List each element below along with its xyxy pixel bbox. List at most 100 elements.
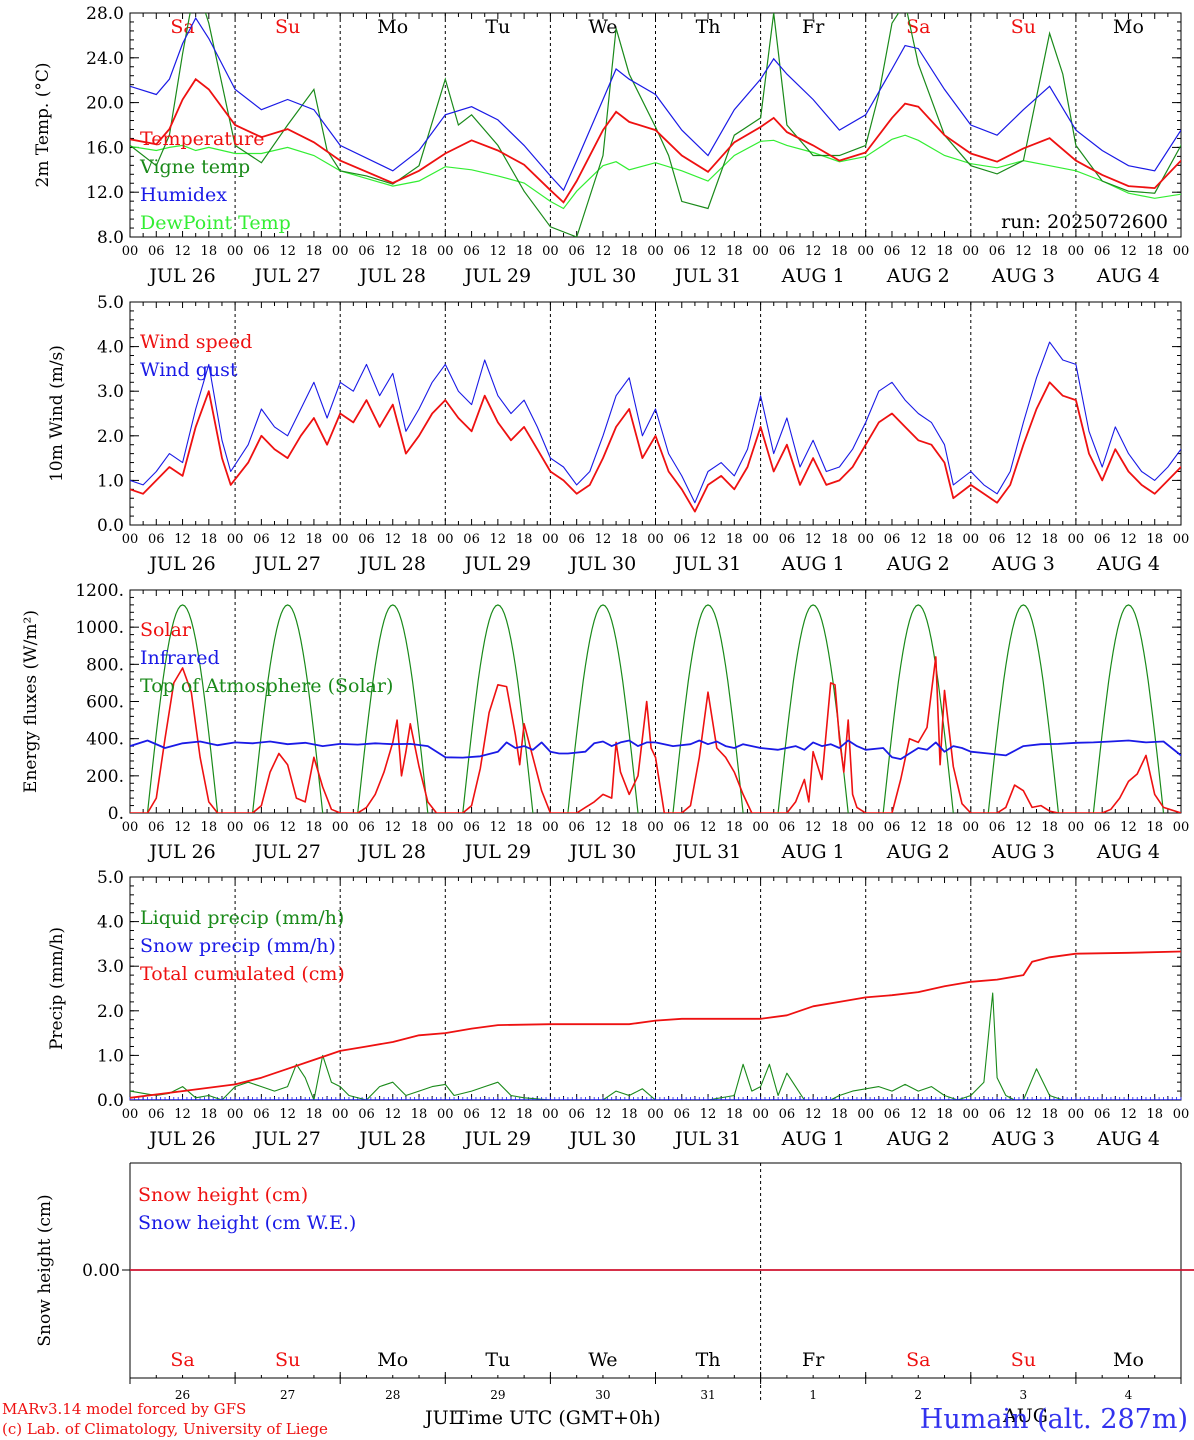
temp-legend-entry: Vigne temp bbox=[139, 156, 250, 178]
energy-hour-label: 06 bbox=[674, 820, 691, 835]
temp-hour-label: 12 bbox=[1015, 244, 1032, 259]
precip-hour-label: 00 bbox=[437, 1107, 454, 1122]
wind-hour-label: 00 bbox=[332, 532, 349, 547]
precip-y-tick-label: 3.0 bbox=[97, 957, 124, 977]
energy-y-tick-label: 800. bbox=[86, 655, 124, 675]
energy-hour-label: 06 bbox=[568, 820, 585, 835]
temp-day-name: Mo bbox=[377, 16, 408, 38]
energy-hour-label: 00 bbox=[752, 820, 769, 835]
energy-series-toa-solar-day bbox=[882, 604, 954, 813]
energy-series-toa-solar-day bbox=[567, 604, 639, 813]
wind-hour-label: 06 bbox=[358, 532, 375, 547]
precip-hour-label: 00 bbox=[963, 1107, 980, 1122]
energy-series-infrared bbox=[130, 739, 1181, 760]
energy-hour-label: 18 bbox=[1146, 820, 1163, 835]
precip-hour-label: 00 bbox=[227, 1107, 244, 1122]
temp-series-temperature bbox=[130, 77, 1181, 204]
temp-series-dewpoint-temp bbox=[130, 134, 1181, 210]
precip-hour-label: 00 bbox=[752, 1107, 769, 1122]
wind-hour-label: 18 bbox=[1041, 532, 1058, 547]
energy-hour-label: 06 bbox=[463, 820, 480, 835]
precip-hour-label: 18 bbox=[411, 1107, 428, 1122]
snow-day-number: 27 bbox=[280, 1388, 295, 1402]
precip-hour-label: 06 bbox=[779, 1107, 796, 1122]
wind-hour-label: 18 bbox=[201, 532, 218, 547]
temp-hour-label: 00 bbox=[542, 244, 559, 259]
footer-lab-credit: (c) Lab. of Climatology, University of L… bbox=[2, 1420, 328, 1438]
energy-hour-label: 06 bbox=[253, 820, 270, 835]
precip-hour-label: 12 bbox=[805, 1107, 822, 1122]
temp-hour-label: 18 bbox=[726, 244, 743, 259]
temp-date-label: JUL 26 bbox=[147, 265, 215, 287]
temp-legend-entry: DewPoint Temp bbox=[140, 212, 291, 234]
precip-hour-label: 12 bbox=[384, 1107, 401, 1122]
energy-hour-label: 12 bbox=[910, 820, 927, 835]
energy-date-label: JUL 27 bbox=[252, 841, 320, 863]
precip-y-tick-label: 5.0 bbox=[97, 868, 124, 888]
temp-hour-label: 00 bbox=[963, 244, 980, 259]
temp-day-name: We bbox=[588, 16, 617, 38]
precip-hour-label: 12 bbox=[1120, 1107, 1137, 1122]
precip-legend-entry: Snow precip (mm/h) bbox=[140, 935, 336, 957]
temp-hour-label: 18 bbox=[621, 244, 638, 259]
energy-hour-label: 12 bbox=[700, 820, 717, 835]
wind-hour-label: 06 bbox=[884, 532, 901, 547]
snow-day-name: Tu bbox=[485, 1349, 510, 1371]
energy-date-label: JUL 26 bbox=[147, 841, 215, 863]
wind-date-label: JUL 26 bbox=[147, 553, 215, 575]
snow-day-name: Mo bbox=[377, 1349, 408, 1371]
energy-hour-label: 06 bbox=[358, 820, 375, 835]
temp-hour-label: 06 bbox=[1094, 244, 1111, 259]
energy-hour-label: 12 bbox=[279, 820, 296, 835]
precip-hour-label: 18 bbox=[936, 1107, 953, 1122]
wind-y-tick-label: 0.0 bbox=[97, 516, 124, 536]
snow-day-name: Fr bbox=[802, 1349, 825, 1371]
wind-panel: 0.0 1.0 2.0 3.0 4.0 5.0 10m Wind (m/s) Wind spe… bbox=[47, 293, 1182, 536]
temp-day-name: Th bbox=[696, 16, 721, 38]
wind-y-tick-label: 1.0 bbox=[97, 471, 124, 491]
temp-hour-label: 12 bbox=[490, 244, 507, 259]
energy-date-label: JUL 31 bbox=[673, 841, 741, 863]
temp-hour-label: 00 bbox=[332, 244, 349, 259]
precip-hour-label: 00 bbox=[647, 1107, 664, 1122]
wind-date-label: AUG 3 bbox=[991, 553, 1055, 575]
energy-hour-label: 12 bbox=[805, 820, 822, 835]
precip-hour-label: 06 bbox=[989, 1107, 1006, 1122]
precip-hour-label: 12 bbox=[595, 1107, 612, 1122]
wind-y-tick-label: 5.0 bbox=[97, 293, 124, 313]
precip-hour-label: 18 bbox=[726, 1107, 743, 1122]
precip-hour-label: 00 bbox=[1173, 1107, 1190, 1122]
precip-date-label: JUL 26 bbox=[147, 1128, 215, 1150]
energy-series-toa-solar-day bbox=[146, 604, 219, 813]
snow-day-number: 2 bbox=[914, 1388, 922, 1402]
energy-hour-label: 00 bbox=[542, 820, 559, 835]
snow-day-number: 29 bbox=[490, 1388, 505, 1402]
wind-x-axis-labels: 00 06 12 18 JUL 26 00 06 12 18 JUL 27 00 06 12 18 JUL … bbox=[122, 532, 1190, 575]
energy-hour-label: 18 bbox=[306, 820, 323, 835]
energy-y-tick-label: 1200. bbox=[75, 581, 124, 601]
snow-legend-entry: Snow height (cm W.E.) bbox=[138, 1212, 356, 1234]
precip-y-axis-label: Precip (mm/h) bbox=[47, 927, 67, 1050]
energy-hour-label: 12 bbox=[490, 820, 507, 835]
precip-date-label: AUG 4 bbox=[1096, 1128, 1160, 1150]
temp-hour-label: 06 bbox=[253, 244, 270, 259]
wind-hour-label: 00 bbox=[542, 532, 559, 547]
wind-hour-label: 18 bbox=[411, 532, 428, 547]
energy-date-label: JUL 28 bbox=[358, 841, 426, 863]
wind-frame bbox=[129, 301, 1182, 526]
wind-hour-label: 12 bbox=[805, 532, 822, 547]
temp-y-tick-label: 24.0 bbox=[86, 49, 124, 69]
wind-hour-label: 12 bbox=[595, 532, 612, 547]
energy-hour-label: 12 bbox=[595, 820, 612, 835]
precip-hour-label: 12 bbox=[910, 1107, 927, 1122]
precip-y-tick-label: 1.0 bbox=[97, 1046, 124, 1066]
wind-hour-label: 00 bbox=[857, 532, 874, 547]
temp-date-label: AUG 4 bbox=[1096, 265, 1160, 287]
wind-hour-label: 06 bbox=[674, 532, 691, 547]
snow-day-name: Sa bbox=[170, 1349, 194, 1371]
footer-month-jul: JUL bbox=[423, 1407, 462, 1429]
energy-hour-label: 06 bbox=[989, 820, 1006, 835]
energy-hour-label: 06 bbox=[884, 820, 901, 835]
temp-date-label: JUL 29 bbox=[463, 265, 531, 287]
snow-panel: 0.00 Snow height (cm) Snow height (cm) Snow… bbox=[35, 1162, 1194, 1402]
